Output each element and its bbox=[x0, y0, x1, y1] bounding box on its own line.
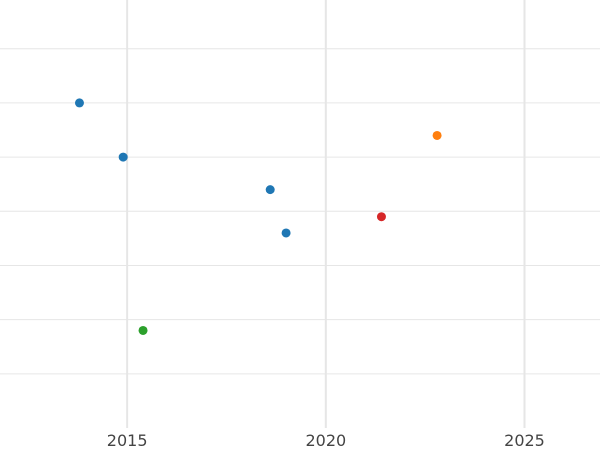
scatter-point bbox=[281, 228, 291, 238]
scatter-point bbox=[138, 325, 148, 335]
x-tick-label: 2025 bbox=[504, 431, 545, 450]
scatter-point bbox=[118, 152, 128, 162]
scatter-point bbox=[74, 98, 84, 108]
scatter-point bbox=[376, 212, 386, 222]
x-tick-label: 2020 bbox=[305, 431, 346, 450]
data-points bbox=[74, 98, 442, 335]
scatter-point bbox=[432, 130, 442, 140]
x-axis-tick-labels: 2015 2020 2025 bbox=[107, 431, 545, 450]
scatter-point bbox=[265, 185, 275, 195]
x-tick-label: 2015 bbox=[107, 431, 148, 450]
grid-lines bbox=[0, 0, 600, 428]
